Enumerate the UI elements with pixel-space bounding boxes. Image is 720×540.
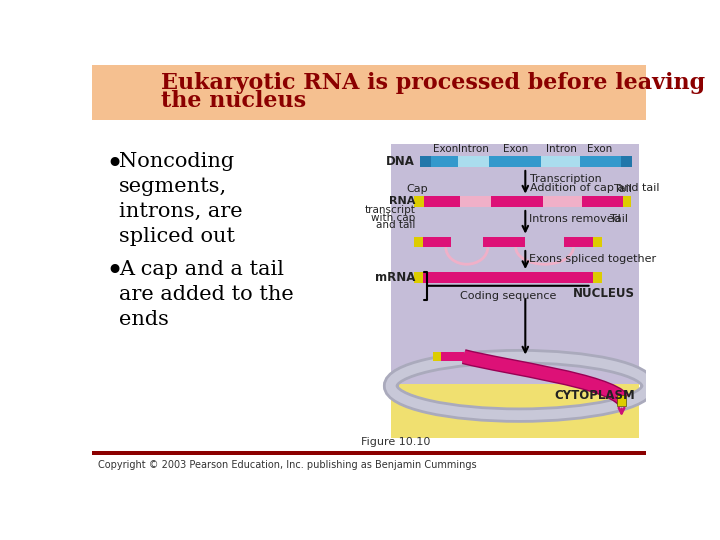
Text: Exons spliced together: Exons spliced together <box>529 254 657 264</box>
Text: Copyright © 2003 Pearson Education, Inc. publishing as Benjamin Cummings: Copyright © 2003 Pearson Education, Inc.… <box>98 460 477 470</box>
Bar <box>621 156 632 167</box>
Text: Introns removed: Introns removed <box>529 214 621 224</box>
Text: Tail: Tail <box>611 214 629 224</box>
Text: transcript: transcript <box>364 205 415 215</box>
Bar <box>460 197 490 207</box>
Bar <box>433 352 464 361</box>
Bar <box>483 237 526 247</box>
Text: A cap and a tail
are added to the
ends: A cap and a tail are added to the ends <box>119 260 294 329</box>
Bar <box>623 197 631 207</box>
Bar <box>420 156 632 167</box>
Text: mRNA: mRNA <box>375 271 415 284</box>
Bar <box>433 352 441 361</box>
Text: Exon: Exon <box>503 144 528 154</box>
Text: and tail: and tail <box>376 220 415 231</box>
Text: •: • <box>106 257 124 286</box>
Bar <box>414 237 451 247</box>
Bar <box>541 156 580 167</box>
Bar <box>543 197 582 207</box>
Text: Noncoding
segments,
introns, are
spliced out: Noncoding segments, introns, are spliced… <box>119 152 243 246</box>
Bar <box>617 395 626 406</box>
Bar <box>459 156 489 167</box>
Text: Cap: Cap <box>407 184 428 194</box>
Bar <box>92 65 647 142</box>
Text: Figure 10.10: Figure 10.10 <box>361 437 431 447</box>
Bar <box>414 237 423 247</box>
Text: Transcription: Transcription <box>530 174 602 184</box>
Bar <box>414 197 423 207</box>
Bar <box>414 272 423 283</box>
Text: RNA: RNA <box>389 197 415 206</box>
Text: DNA: DNA <box>387 155 415 168</box>
Text: NUCLEUS: NUCLEUS <box>572 287 634 300</box>
Text: with cap: with cap <box>371 213 415 222</box>
Bar <box>420 156 431 167</box>
Bar <box>423 272 593 283</box>
Text: Intron: Intron <box>459 144 489 154</box>
Bar <box>390 144 639 392</box>
Bar <box>421 197 625 207</box>
Bar <box>92 120 647 459</box>
Bar <box>593 237 603 247</box>
Text: Eukaryotic RNA is processed before leaving: Eukaryotic RNA is processed before leavi… <box>161 72 705 94</box>
Text: Intron: Intron <box>546 144 577 154</box>
Bar <box>92 451 647 455</box>
Text: Addition of cap and tail: Addition of cap and tail <box>530 183 660 193</box>
Text: Exon: Exon <box>588 144 613 154</box>
Bar <box>390 384 639 438</box>
Text: CYTOPLASM: CYTOPLASM <box>554 389 634 402</box>
Bar <box>564 237 603 247</box>
Text: Exon: Exon <box>433 144 459 154</box>
Text: •: • <box>106 150 124 179</box>
Text: Tail: Tail <box>614 184 632 194</box>
Bar <box>593 272 603 283</box>
Text: the nucleus: the nucleus <box>161 90 306 112</box>
Text: Coding sequence: Coding sequence <box>460 291 556 301</box>
